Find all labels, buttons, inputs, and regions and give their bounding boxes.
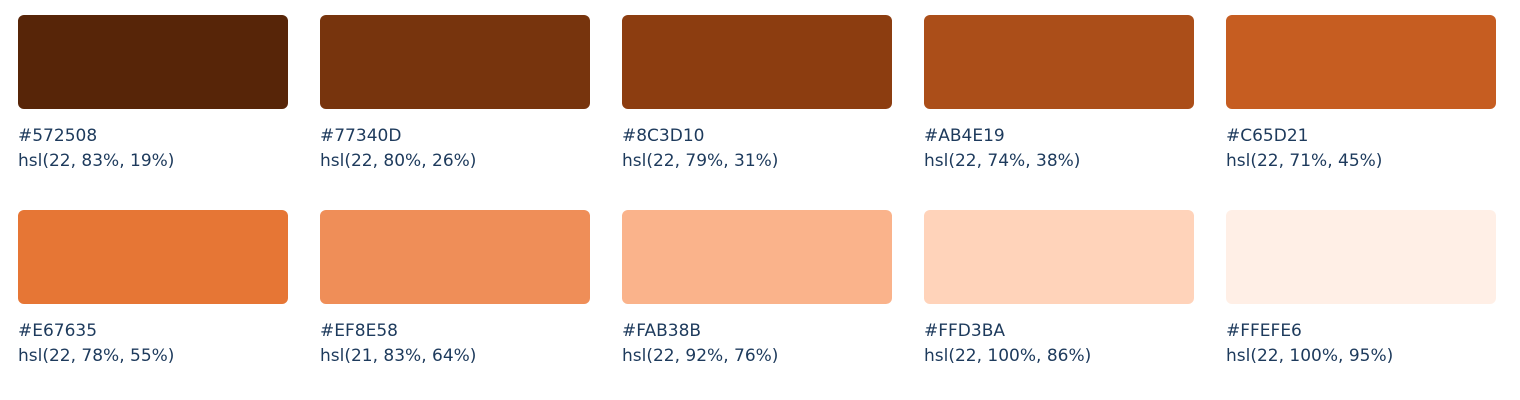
swatch-card[interactable]: #C65D21 hsl(22, 71%, 45%) [1226, 15, 1496, 174]
hex-code: #FFEFE6 [1226, 321, 1302, 341]
hex-code: #FAB38B [622, 321, 702, 341]
hex-code: #572508 [18, 126, 98, 146]
swatch-card[interactable]: #FFD3BA hsl(22, 100%, 86%) [924, 210, 1194, 369]
hex-code: #8C3D10 [622, 126, 705, 146]
hex-code: #EF8E58 [320, 321, 398, 341]
hsl-value: hsl(22, 100%, 86%) [924, 346, 1092, 366]
swatch-card[interactable]: #572508 hsl(22, 83%, 19%) [18, 15, 288, 174]
swatch-card[interactable]: #FAB38B hsl(22, 92%, 76%) [622, 210, 892, 369]
hsl-value: hsl(22, 71%, 45%) [1226, 151, 1383, 171]
color-swatch[interactable] [622, 210, 892, 304]
hex-code: #C65D21 [1226, 126, 1309, 146]
hsl-value: hsl(22, 92%, 76%) [622, 346, 779, 366]
hex-code: #FFD3BA [924, 321, 1005, 341]
swatch-card[interactable]: #EF8E58 hsl(21, 83%, 64%) [320, 210, 590, 369]
swatch-card[interactable]: #77340D hsl(22, 80%, 26%) [320, 15, 590, 174]
color-swatch[interactable] [1226, 15, 1496, 109]
swatch-card[interactable]: #FFEFE6 hsl(22, 100%, 95%) [1226, 210, 1496, 369]
swatch-card[interactable]: #AB4E19 hsl(22, 74%, 38%) [924, 15, 1194, 174]
hsl-value: hsl(22, 80%, 26%) [320, 151, 477, 171]
hsl-value: hsl(22, 79%, 31%) [622, 151, 779, 171]
color-swatch[interactable] [18, 15, 288, 109]
hsl-value: hsl(22, 78%, 55%) [18, 346, 175, 366]
color-swatch[interactable] [320, 15, 590, 109]
hsl-value: hsl(21, 83%, 64%) [320, 346, 477, 366]
color-swatch[interactable] [622, 15, 892, 109]
hsl-value: hsl(22, 74%, 38%) [924, 151, 1081, 171]
hex-code: #77340D [320, 126, 402, 146]
color-swatch[interactable] [924, 15, 1194, 109]
color-swatch[interactable] [320, 210, 590, 304]
hsl-value: hsl(22, 83%, 19%) [18, 151, 175, 171]
color-swatch[interactable] [18, 210, 288, 304]
hex-code: #AB4E19 [924, 126, 1005, 146]
hsl-value: hsl(22, 100%, 95%) [1226, 346, 1394, 366]
color-swatch[interactable] [1226, 210, 1496, 304]
swatch-card[interactable]: #8C3D10 hsl(22, 79%, 31%) [622, 15, 892, 174]
swatch-card[interactable]: #E67635 hsl(22, 78%, 55%) [18, 210, 288, 369]
hex-code: #E67635 [18, 321, 98, 341]
color-swatch[interactable] [924, 210, 1194, 304]
